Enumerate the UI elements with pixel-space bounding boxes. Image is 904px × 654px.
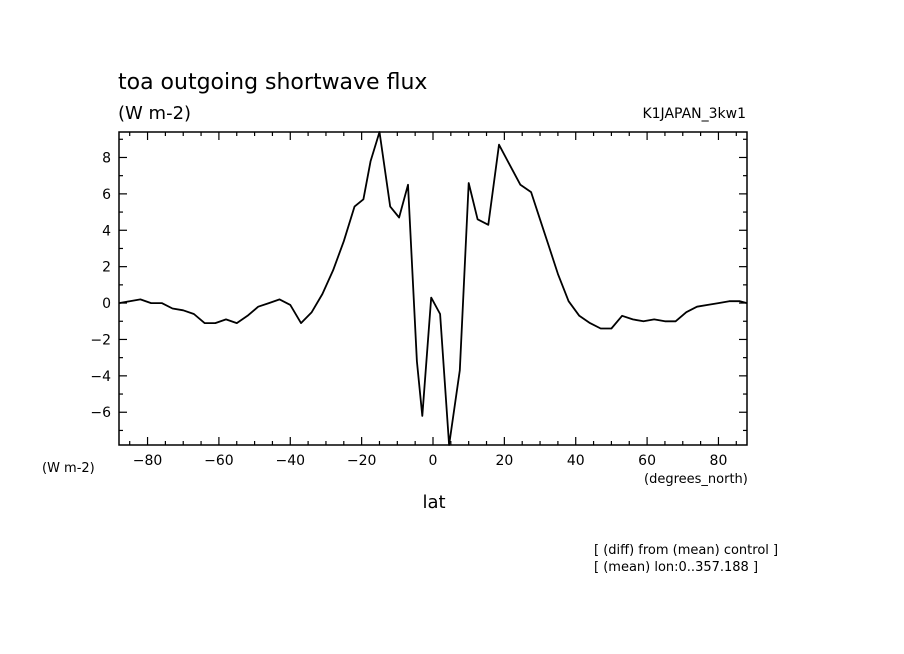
y-unit-label: (W m-2) [42, 461, 95, 476]
x-tick-label: 60 [638, 453, 656, 469]
diff-note: [ (diff) from (mean) control ] [594, 543, 778, 558]
x-tick-label: 20 [495, 453, 513, 469]
y-tick-label: 6 [102, 187, 111, 203]
y-tick-label: 0 [102, 296, 111, 312]
x-tick-label: 0 [429, 453, 438, 469]
series-line [118, 131, 748, 446]
y-tick-labels: −6 −4 −2 0 2 4 6 8 [90, 150, 111, 421]
y-tick-label: −6 [90, 405, 111, 421]
y-tick-label: −4 [90, 369, 111, 385]
chart-title: toa outgoing shortwave flux [118, 70, 427, 95]
x-tick-label: −60 [204, 453, 234, 469]
x-axis-label: lat [422, 492, 445, 513]
x-unit-label: (degrees_north) [644, 472, 748, 487]
x-tick-label: 80 [710, 453, 728, 469]
axis-ticks [119, 132, 747, 445]
plot-frame [118, 131, 748, 446]
mean-note: [ (mean) lon:0..357.188 ] [594, 560, 758, 575]
x-tick-labels: −80 −60 −40 −20 0 20 40 60 80 [133, 453, 728, 469]
x-tick-label: −40 [275, 453, 305, 469]
y-tick-label: 2 [102, 260, 111, 276]
x-tick-label: 40 [567, 453, 585, 469]
y-tick-label: −2 [90, 332, 111, 348]
x-tick-label: −80 [133, 453, 163, 469]
x-tick-label: −20 [347, 453, 377, 469]
y-tick-label: 4 [102, 223, 111, 239]
experiment-label: K1JAPAN_3kw1 [642, 106, 746, 122]
y-tick-label: 8 [102, 150, 111, 166]
units-label: (W m-2) [118, 103, 191, 124]
